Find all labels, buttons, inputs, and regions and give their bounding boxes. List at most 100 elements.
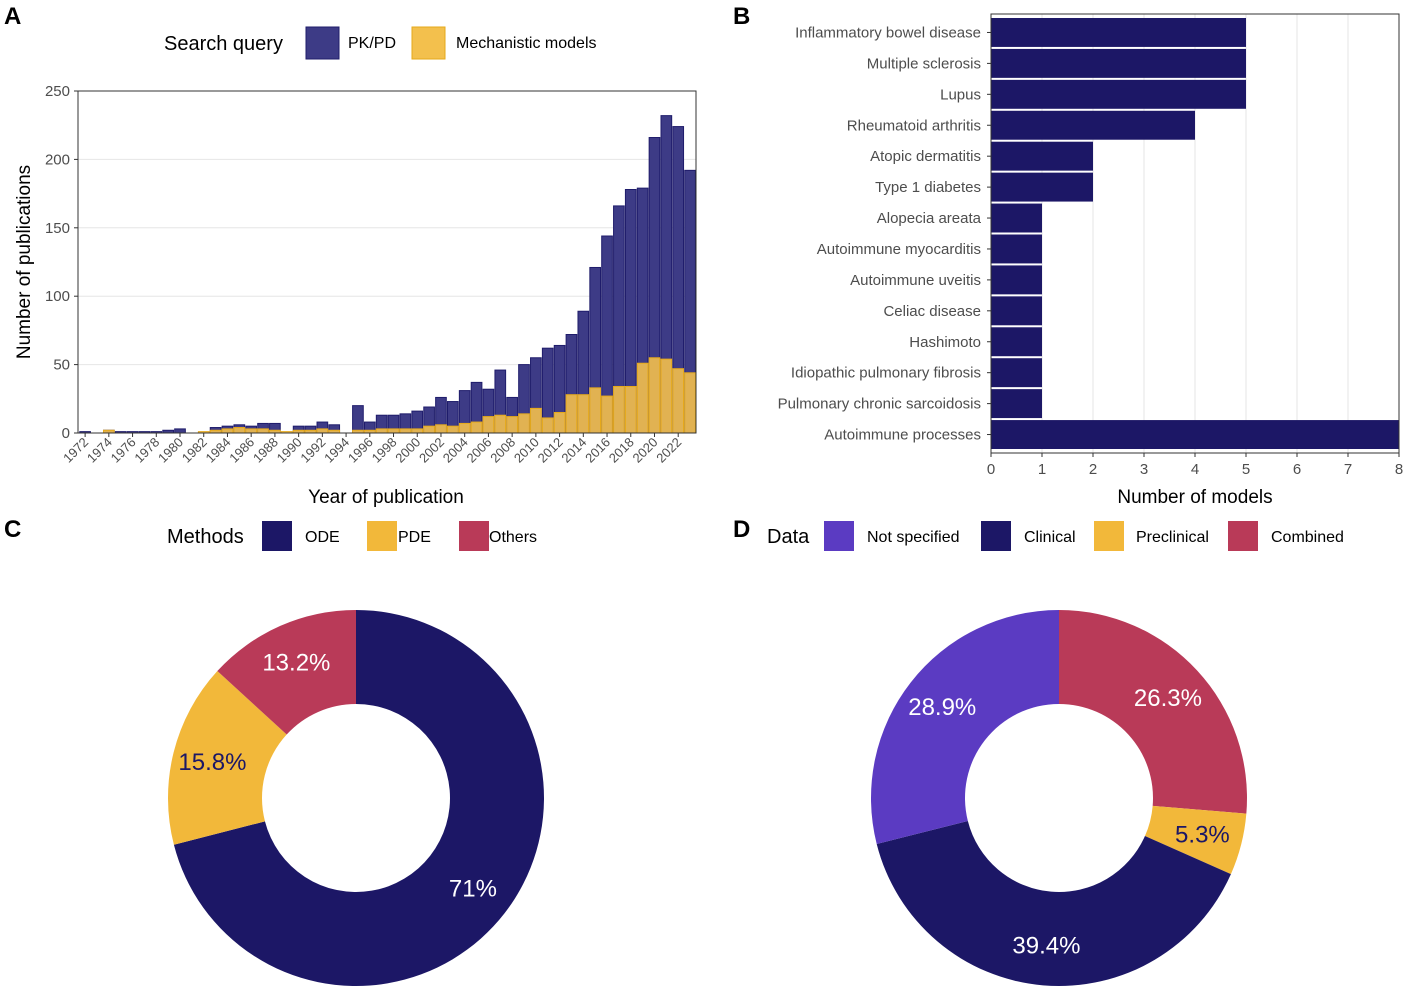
category-label-b: Inflammatory bowel disease bbox=[795, 24, 981, 41]
bar-mechanistic bbox=[660, 358, 673, 434]
panel-letter-b: B bbox=[733, 3, 750, 30]
bar-mechanistic bbox=[245, 428, 258, 434]
donut-slice bbox=[1059, 610, 1247, 814]
legend-swatch-mechanistic bbox=[411, 26, 446, 60]
category-label-b: Idiopathic pulmonary fibrosis bbox=[791, 365, 981, 382]
bar-disease bbox=[991, 203, 1042, 233]
x-tick-label-a: 2020 bbox=[630, 435, 661, 466]
bar-mechanistic bbox=[613, 385, 625, 434]
x-tick-label-b: 4 bbox=[1191, 461, 1199, 478]
bar-mechanistic bbox=[648, 357, 661, 434]
bar-disease bbox=[991, 18, 1246, 47]
legend-label-d: Clinical bbox=[1024, 529, 1076, 546]
slice-label: 39.4% bbox=[1012, 932, 1080, 959]
slice-label: 5.3% bbox=[1175, 822, 1230, 849]
panel-a-bar-chart: Search query PK/PD Mechanistic models 0 5… bbox=[14, 26, 697, 508]
x-tick-label-a: 1992 bbox=[297, 435, 328, 466]
legend-label-c: Others bbox=[489, 529, 537, 546]
x-tick-label-a: 2018 bbox=[606, 435, 637, 466]
bar-mechanistic bbox=[482, 416, 495, 434]
panel-letter-d: D bbox=[733, 516, 750, 543]
bar-disease bbox=[991, 327, 1042, 357]
legend-label-pkpd: PK/PD bbox=[348, 35, 396, 52]
category-label-b: Rheumatoid arthritis bbox=[847, 117, 981, 134]
bar-mechanistic bbox=[435, 424, 447, 434]
bar-mechanistic bbox=[589, 387, 602, 434]
bar-mechanistic bbox=[423, 425, 435, 434]
x-tick-label-b: 5 bbox=[1242, 461, 1250, 478]
bar-pkpd bbox=[174, 428, 186, 434]
bar-mechanistic bbox=[672, 368, 685, 434]
x-tick-label-a: 2004 bbox=[440, 435, 471, 466]
x-tick-label-a: 2008 bbox=[487, 435, 518, 466]
x-tick-label-a: 2014 bbox=[558, 435, 589, 466]
bar-mechanistic bbox=[399, 428, 412, 434]
bar-mechanistic bbox=[387, 428, 400, 434]
category-label-b: Autoimmune processes bbox=[824, 427, 981, 444]
x-axis-title-b: Number of models bbox=[1117, 487, 1272, 508]
legend-swatch-c bbox=[459, 521, 489, 551]
legend-title-a: Search query bbox=[164, 33, 283, 55]
donut-slice bbox=[167, 671, 287, 845]
bar-disease bbox=[991, 389, 1042, 419]
slice-label: 71% bbox=[449, 876, 497, 903]
category-label-b: Multiple sclerosis bbox=[867, 55, 981, 72]
legend-swatch-d bbox=[1094, 521, 1124, 551]
category-label-b: Type 1 diabetes bbox=[875, 179, 981, 196]
x-tick-label-a: 1982 bbox=[179, 435, 210, 466]
x-tick-label-a: 2010 bbox=[511, 435, 542, 466]
legend-title-c: Methods bbox=[167, 526, 244, 548]
donut-slice bbox=[217, 610, 356, 735]
x-tick-label-a: 1974 bbox=[84, 435, 115, 466]
bar-mechanistic bbox=[624, 385, 637, 434]
bar-mechanistic bbox=[530, 407, 542, 434]
donut-slice bbox=[870, 610, 1059, 844]
bar-disease bbox=[991, 48, 1246, 78]
x-tick-label-a: 1990 bbox=[274, 435, 305, 466]
x-tick-label-a: 2016 bbox=[582, 435, 613, 466]
panel-letter-a: A bbox=[4, 3, 21, 30]
bar-mechanistic bbox=[257, 428, 269, 434]
x-tick-label-a: 1988 bbox=[250, 435, 281, 466]
category-label-b: Pulmonary chronic sarcoidosis bbox=[778, 396, 981, 413]
legend-label-mechanistic: Mechanistic models bbox=[456, 35, 597, 52]
x-tick-label-a: 1984 bbox=[203, 435, 234, 466]
x-tick-label-a: 1980 bbox=[155, 435, 186, 466]
legend-swatch-d bbox=[981, 521, 1011, 551]
bar-mechanistic bbox=[221, 428, 234, 434]
category-label-b: Atopic dermatitis bbox=[870, 148, 981, 165]
panel-c-donut-chart: Methods ODE PDE Others 71% 15.8% 13.2% bbox=[167, 521, 544, 987]
y-tick-label-a: 250 bbox=[45, 83, 70, 100]
x-tick-label-a: 1976 bbox=[108, 435, 139, 466]
category-label-b: Lupus bbox=[940, 86, 981, 103]
x-tick-label-a: 1978 bbox=[131, 435, 162, 466]
slice-label: 26.3% bbox=[1134, 685, 1202, 712]
bar-mechanistic bbox=[506, 416, 518, 434]
legend-label-d: Not specified bbox=[867, 529, 960, 546]
x-tick-label-a: 2022 bbox=[653, 435, 684, 466]
bar-mechanistic bbox=[375, 428, 388, 434]
category-label-b: Hashimoto bbox=[909, 334, 981, 351]
x-tick-label-b: 2 bbox=[1089, 461, 1097, 478]
plot-frame-a bbox=[77, 90, 697, 434]
bar-disease bbox=[991, 358, 1042, 388]
category-label-b: Alopecia areata bbox=[877, 210, 982, 227]
slice-label: 13.2% bbox=[262, 650, 330, 677]
bar-disease bbox=[991, 234, 1042, 264]
legend-swatch-d bbox=[1228, 521, 1258, 551]
legend-title-d: Data bbox=[767, 526, 810, 548]
x-tick-label-a: 1986 bbox=[226, 435, 257, 466]
bar-pkpd bbox=[352, 405, 364, 434]
y-axis-title-a: Number of publications bbox=[14, 165, 35, 359]
x-tick-label-a: 1994 bbox=[321, 435, 352, 466]
bar-mechanistic bbox=[233, 427, 246, 434]
bar-mechanistic bbox=[411, 428, 424, 434]
bar-mechanistic bbox=[636, 362, 649, 434]
y-tick-label-a: 100 bbox=[45, 288, 70, 305]
panel-letter-c: C bbox=[4, 516, 21, 543]
legend-label-c: PDE bbox=[398, 529, 431, 546]
panel-b-bar-chart: Inflammatory bowel disease Multiple scler… bbox=[778, 13, 1403, 508]
bar-disease bbox=[991, 420, 1399, 449]
x-tick-label-a: 2012 bbox=[535, 435, 566, 466]
